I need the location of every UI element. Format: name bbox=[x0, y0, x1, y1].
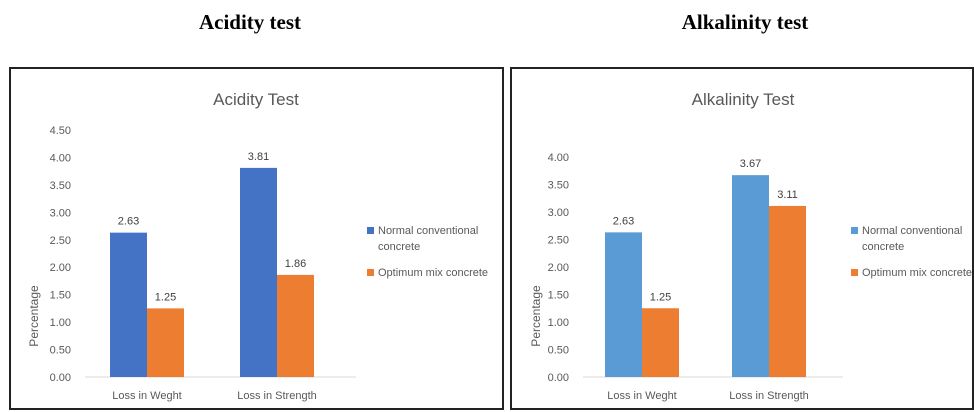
alkalinity-bar-series1-cat1 bbox=[605, 232, 642, 377]
acidity-y-tick-label: 2.00 bbox=[50, 262, 71, 274]
alkalinity-chart-panel: Alkalinity Test 0.00 0.50 1.00 1.50 2.00 2.50 3… bbox=[510, 67, 974, 410]
alkalinity-y-tick-label: 3.50 bbox=[548, 180, 569, 192]
acidity-bar-series2-cat1 bbox=[147, 308, 184, 377]
acidity-legend-label: Optimum mix concrete bbox=[378, 267, 488, 279]
alkalinity-bar-series1-cat2 bbox=[732, 175, 769, 377]
alkalinity-y-tick-label: 1.00 bbox=[548, 317, 569, 329]
acidity-bar-series1-cat1 bbox=[110, 232, 147, 377]
alkalinity-y-tick-label: 2.00 bbox=[548, 262, 569, 274]
acidity-legend-label: concrete bbox=[378, 241, 420, 253]
alkalinity-y-tick-label: 1.50 bbox=[548, 290, 569, 302]
alkalinity-y-tick-label: 0.50 bbox=[548, 345, 569, 357]
acidity-y-tick-label: 2.50 bbox=[50, 235, 71, 247]
acidity-y-tick-label: 0.00 bbox=[50, 372, 71, 384]
alkalinity-legend-swatch-2 bbox=[851, 269, 858, 276]
acidity-legend-label: Normal conventional bbox=[378, 225, 478, 237]
acidity-legend-swatch-2 bbox=[367, 269, 374, 276]
right-panel-heading: Alkalinity test bbox=[681, 10, 809, 34]
acidity-y-tick-label: 3.00 bbox=[50, 207, 71, 219]
alkalinity-bar-series2-cat2 bbox=[769, 205, 806, 377]
alkalinity-chart-title: Alkalinity Test bbox=[692, 90, 795, 109]
acidity-chart-svg: Acidity Test 0.00 0.50 1.00 1.50 2.00 2.50 3.00… bbox=[27, 90, 488, 402]
alkalinity-y-axis-title: Percentage bbox=[529, 285, 543, 347]
acidity-bar-series1-cat2 bbox=[240, 167, 277, 377]
alkalinity-data-label: 3.67 bbox=[740, 158, 761, 170]
alkalinity-bar-series2-cat1 bbox=[642, 308, 679, 377]
acidity-y-tick-label: 1.00 bbox=[50, 317, 71, 329]
alkalinity-y-tick-label: 2.50 bbox=[548, 235, 569, 247]
alkalinity-y-tick-label: 0.00 bbox=[548, 372, 569, 384]
acidity-chart-panel: Acidity Test 0.00 0.50 1.00 1.50 2.00 2.50 3.00… bbox=[9, 67, 504, 410]
alkalinity-legend-label: Optimum mix concrete bbox=[862, 267, 972, 279]
acidity-data-label: 1.25 bbox=[155, 291, 176, 303]
acidity-chart-title: Acidity Test bbox=[213, 90, 299, 109]
alkalinity-x-tick-label: Loss in Weght bbox=[607, 390, 677, 402]
acidity-y-tick-label: 1.50 bbox=[50, 290, 71, 302]
alkalinity-legend-label: Normal conventional bbox=[862, 225, 962, 237]
acidity-bar-series2-cat2 bbox=[277, 274, 314, 377]
acidity-y-tick-label: 4.50 bbox=[50, 125, 71, 137]
acidity-y-axis-title: Percentage bbox=[27, 285, 41, 347]
alkalinity-y-tick-label: 4.00 bbox=[548, 152, 569, 164]
acidity-x-tick-label: Loss in Strength bbox=[237, 390, 317, 402]
acidity-y-tick-label: 0.50 bbox=[50, 345, 71, 357]
acidity-y-tick-label: 4.00 bbox=[50, 152, 71, 164]
acidity-data-label: 3.81 bbox=[248, 151, 269, 163]
acidity-data-label: 1.86 bbox=[285, 258, 306, 270]
acidity-y-tick-label: 3.50 bbox=[50, 180, 71, 192]
acidity-x-tick-label: Loss in Weght bbox=[112, 390, 182, 402]
alkalinity-data-label: 3.11 bbox=[777, 189, 798, 201]
acidity-data-label: 2.63 bbox=[118, 216, 139, 228]
alkalinity-chart-svg: Alkalinity Test 0.00 0.50 1.00 1.50 2.00 2.50 3… bbox=[529, 90, 972, 402]
left-panel-heading: Acidity test bbox=[198, 10, 302, 34]
alkalinity-data-label: 1.25 bbox=[650, 291, 671, 303]
alkalinity-data-label: 2.63 bbox=[613, 215, 634, 227]
alkalinity-legend-swatch-1 bbox=[851, 227, 858, 234]
alkalinity-legend-label: concrete bbox=[862, 241, 904, 253]
alkalinity-y-tick-label: 3.00 bbox=[548, 207, 569, 219]
acidity-legend-swatch-1 bbox=[367, 227, 374, 234]
alkalinity-x-tick-label: Loss in Strength bbox=[729, 390, 809, 402]
